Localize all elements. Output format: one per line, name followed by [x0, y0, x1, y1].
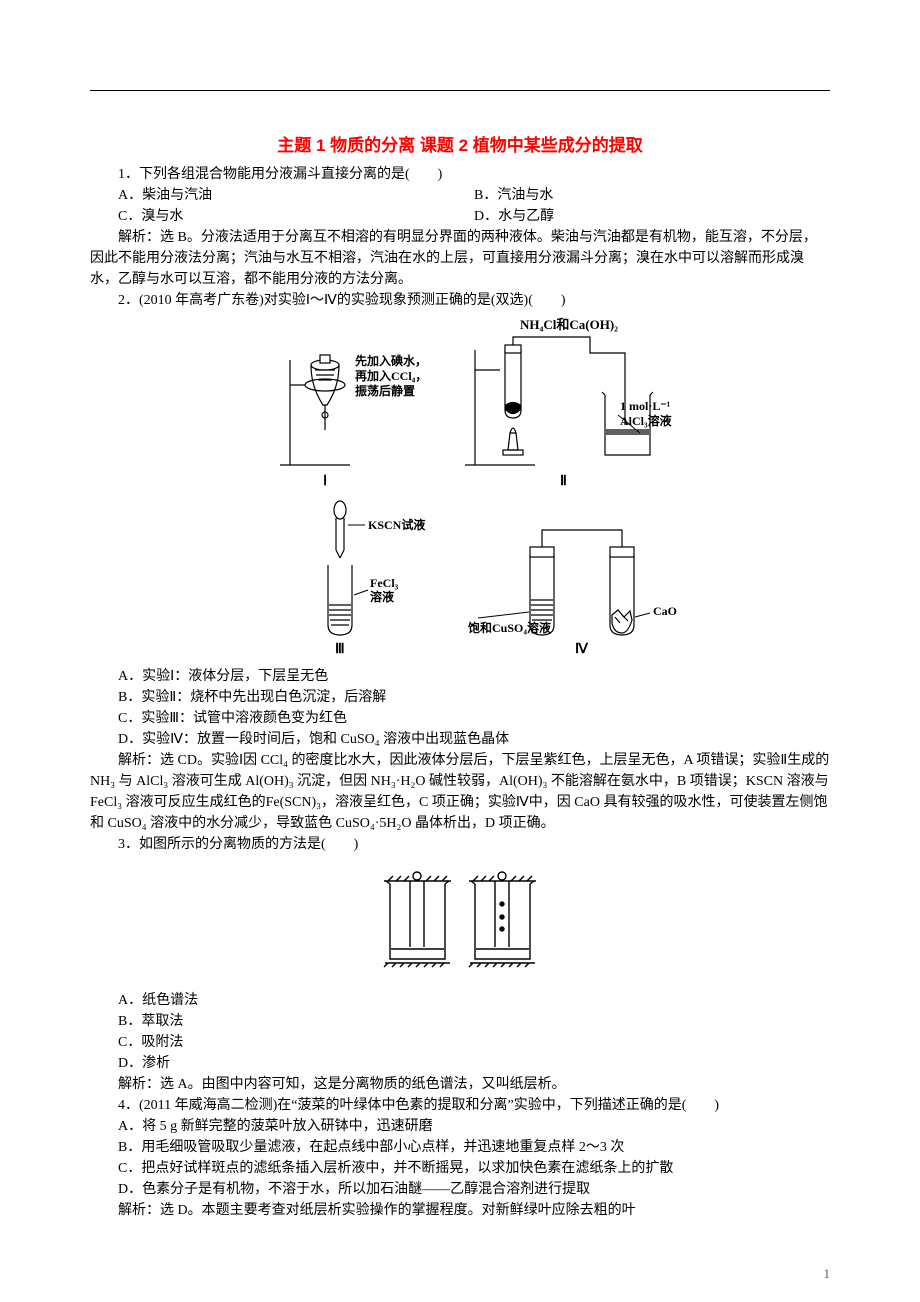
q3-optD: D．渗析 — [90, 1053, 830, 1074]
q1-optD: D．水与乙醇 — [474, 206, 830, 227]
q1-explain: 解析：选 B。分液法适用于分离互不相溶的有明显分界面的两种液体。柴油与汽油都是有… — [90, 227, 830, 290]
q4-stem: 4．(2011 年威海高二检测)在“菠菜的叶绿体中色素的提取和分离”实验中，下列… — [90, 1095, 830, 1116]
fig1-fecl3-2: 溶液 — [370, 589, 394, 604]
q2-explain: 解析：选 CD。实验Ⅰ因 CCl₄ 的密度比水大，因此液体分层后，下层呈紫红色，… — [90, 750, 830, 834]
q4-optB: B．用毛细吸管吸取少量滤液，在起点线中部小心点样，并迅速地重复点样 2～3 次 — [90, 1137, 830, 1158]
q3-explain: 解析：选 A。由图中内容可知，这是分离物质的纸色谱法，又叫纸层析。 — [90, 1074, 830, 1095]
fig1-funnel-l1: 先加入碘水， — [355, 353, 427, 368]
q4-explain: 解析：选 D。本题主要考查对纸层析实验操作的掌握程度。对新鲜绿叶应除去粗的叶 — [90, 1200, 830, 1221]
fig1-cuso4: 饱和CuSO₄溶液 — [468, 620, 551, 635]
q4-optC: C．把点好试样斑点的滤纸条插入层析液中，并不断摇晃，以求加快色素在滤纸条上的扩散 — [90, 1158, 830, 1179]
fig1-rn1: Ⅰ — [323, 474, 327, 489]
fig1-kscn: KSCN试液 — [368, 517, 425, 532]
figure-experiments: NH₄Cl和Ca(OH)₂ — [90, 315, 830, 662]
q1-optC: C．溴与水 — [118, 206, 474, 227]
fig1-rn2: Ⅱ — [560, 474, 567, 489]
exp-1 — [280, 355, 350, 465]
header-rule — [90, 90, 830, 91]
q1-options-row2: C．溴与水 D．水与乙醇 — [90, 206, 830, 227]
q1-optA: A．柴油与汽油 — [118, 185, 474, 206]
exp-3 — [328, 501, 352, 635]
exp-4 — [530, 530, 634, 635]
q2-optA: A．实验Ⅰ：液体分层，下层呈无色 — [90, 666, 830, 687]
fig1-funnel-l3: 振荡后静置 — [355, 383, 415, 398]
fig1-rn3: Ⅲ — [335, 642, 345, 655]
q2-optB: B．实验Ⅱ：烧杯中先出现白色沉淀，后溶解 — [90, 687, 830, 708]
fig1-cao: CaO — [653, 604, 677, 618]
fig1-alcl3-1: 1 mol·L⁻¹ — [620, 399, 671, 413]
q1-optB: B．汽油与水 — [474, 185, 830, 206]
document-title: 主题 1 物质的分离 课题 2 植物中某些成分的提取 — [90, 131, 830, 156]
fig1-rn4: Ⅳ — [575, 642, 589, 655]
q4-optD: D．色素分子是有机物，不溶于水，所以加石油醚——乙醇混合溶剂进行提取 — [90, 1179, 830, 1200]
q2-optD: D．实验Ⅳ：放置一段时间后，饱和 CuSO₄ 溶液中出现蓝色晶体 — [90, 729, 830, 750]
q3-optA: A．纸色谱法 — [90, 990, 830, 1011]
q1-options-row1: A．柴油与汽油 B．汽油与水 — [90, 185, 830, 206]
fig1-funnel-l2: 再加入CCl₄， — [355, 368, 427, 383]
figure-chromatography — [90, 859, 830, 986]
q3-stem: 3．如图所示的分离物质的方法是( ) — [90, 834, 830, 855]
q1-stem: 1．下列各组混合物能用分液漏斗直接分离的是( ) — [90, 164, 830, 185]
page-number: 1 — [824, 1266, 831, 1282]
q2-optC: C．实验Ⅲ：试管中溶液颜色变为红色 — [90, 708, 830, 729]
fig1-fecl3-1: FeCl₃ — [370, 576, 399, 590]
q2-stem: 2．(2010 年高考广东卷)对实验Ⅰ～Ⅳ的实验现象预测正确的是(双选)( ) — [90, 290, 830, 311]
fig1-alcl3-2: AlCl₃溶液 — [620, 413, 672, 428]
q3-optB: B．萃取法 — [90, 1011, 830, 1032]
fig1-label-top: NH₄Cl和Ca(OH)₂ — [520, 317, 618, 332]
q3-optC: C．吸附法 — [90, 1032, 830, 1053]
q4-optA: A．将 5 g 新鲜完整的菠菜叶放入研钵中，迅速研磨 — [90, 1116, 830, 1137]
